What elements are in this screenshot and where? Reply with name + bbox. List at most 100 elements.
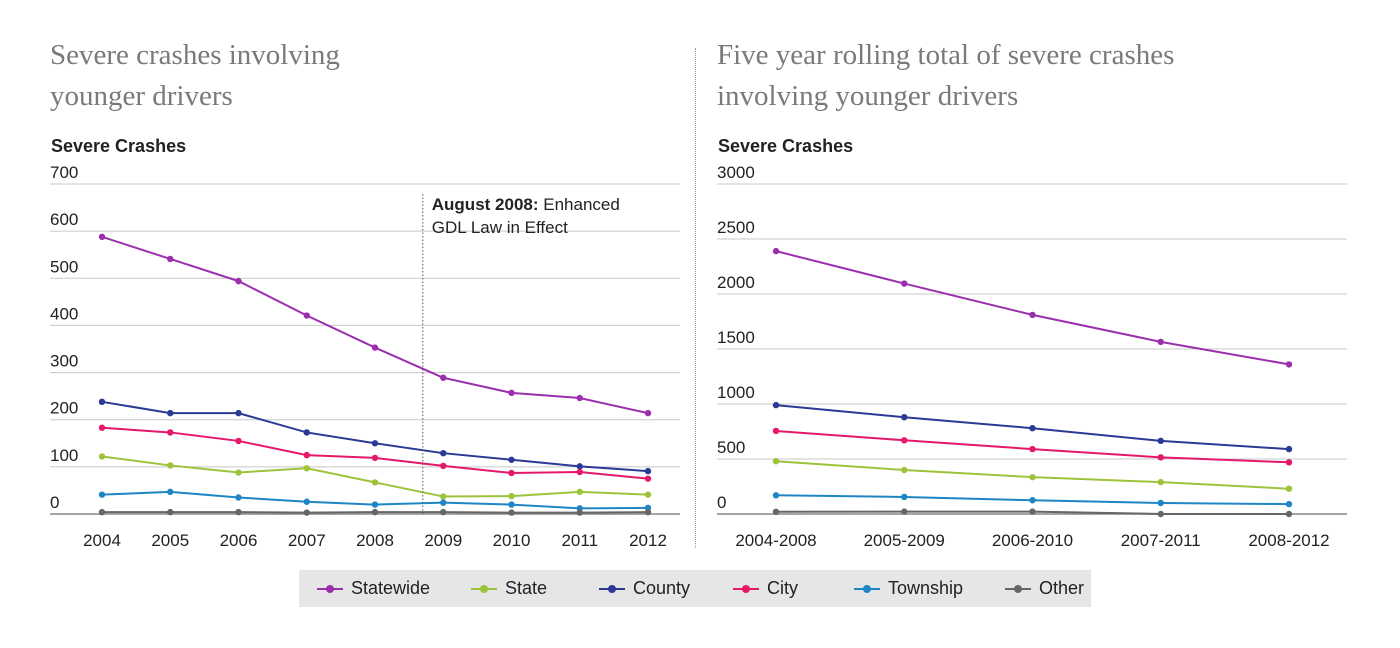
left-point-state-2006 <box>235 469 242 476</box>
left-point-city-2004 <box>98 424 106 431</box>
right-point-other-2008-2012 <box>1285 510 1293 518</box>
right-point-city-2004-2008 <box>772 427 780 435</box>
left-x-tick-2005: 2005 <box>151 531 189 550</box>
left-y-tick-400: 400 <box>50 304 78 323</box>
legend-item-statewide: Statewide <box>317 578 430 599</box>
left-x-tick-2012: 2012 <box>629 531 667 550</box>
left-point-statewide-2009 <box>440 374 447 381</box>
left-point-county-2010 <box>508 456 515 463</box>
annotation-text-line-1: August 2008: Enhanced <box>432 195 620 214</box>
right-point-state-2008-2012 <box>1285 485 1293 492</box>
right-point-township-2008-2012 <box>1285 500 1293 508</box>
left-y-tick-500: 500 <box>50 257 78 276</box>
right-point-county-2007-2011 <box>1157 437 1164 445</box>
legend-label: City <box>767 578 798 598</box>
legend-line-dot-icon <box>1005 584 1031 594</box>
legend-item-city: City <box>733 578 798 599</box>
legend-label: Other <box>1039 578 1085 598</box>
chart-divider <box>695 48 696 548</box>
right-point-statewide-2007-2011 <box>1157 338 1164 346</box>
right-x-tick-2004-2008: 2004-2008 <box>735 531 816 550</box>
legend-item-township: Township <box>854 578 963 599</box>
left-point-state-2005 <box>167 462 174 469</box>
right-point-state-2005-2009 <box>901 466 908 474</box>
left-chart-title: Severe crashes involving younger drivers <box>50 35 340 117</box>
right-title-line-1: Five year rolling total of severe crashe… <box>717 39 1175 71</box>
legend-label: State <box>505 578 548 598</box>
left-point-county-2007 <box>303 429 310 436</box>
annotation-bold-date: August 2008: <box>432 195 539 214</box>
legend-line-dot-icon <box>599 584 625 594</box>
left-point-city-2008 <box>371 454 379 462</box>
right-y-tick-500: 500 <box>717 438 745 457</box>
right-point-other-2006-2010 <box>1029 508 1036 515</box>
left-y-tick-300: 300 <box>50 352 78 371</box>
right-point-statewide-2005-2009 <box>901 280 908 287</box>
left-point-county-2012 <box>644 467 652 475</box>
left-point-other-2006 <box>235 508 242 516</box>
right-point-city-2007-2011 <box>1157 454 1164 461</box>
right-point-state-2004-2008 <box>772 458 780 465</box>
left-point-county-2008 <box>371 440 379 447</box>
right-point-other-2007-2011 <box>1157 510 1164 518</box>
annotation-text-line-2: GDL Law in Effect <box>432 218 568 237</box>
left-x-tick-2009: 2009 <box>424 531 462 550</box>
left-point-other-2010 <box>508 509 515 516</box>
left-point-city-2009 <box>440 462 447 470</box>
right-x-tick-2008-2012: 2008-2012 <box>1248 531 1329 550</box>
left-point-statewide-2008 <box>371 344 379 351</box>
left-point-statewide-2006 <box>235 277 242 285</box>
left-point-other-2008 <box>371 508 379 516</box>
left-x-tick-2010: 2010 <box>493 531 531 550</box>
left-line-chart: 0 100 200 300 400 500 600 700 2004 2005 2006 2007 20… <box>50 163 680 550</box>
right-point-county-2005-2009 <box>901 414 908 421</box>
legend-line-dot-icon <box>471 584 497 594</box>
left-y-tick-0: 0 <box>50 493 59 512</box>
right-y-tick-0: 0 <box>717 493 726 512</box>
left-title-line-2: younger drivers <box>50 80 233 112</box>
left-point-county-2011 <box>576 463 583 470</box>
left-point-other-2007 <box>303 509 310 516</box>
annotation-text-rest: Enhanced <box>539 195 620 214</box>
left-x-tick-2006: 2006 <box>220 531 258 550</box>
left-y-tick-700: 700 <box>50 163 78 182</box>
legend-line-dot-icon <box>854 584 880 594</box>
right-point-county-2004-2008 <box>772 401 780 409</box>
legend-item-county: County <box>599 578 690 599</box>
left-point-statewide-2007 <box>303 312 310 319</box>
left-point-statewide-2012 <box>644 409 652 417</box>
left-point-county-2009 <box>440 449 447 457</box>
left-point-statewide-2011 <box>576 394 583 402</box>
right-point-township-2006-2010 <box>1029 497 1036 504</box>
right-y-tick-1500: 1500 <box>717 328 755 347</box>
left-point-other-2005 <box>167 508 174 516</box>
right-y-tick-2000: 2000 <box>717 273 755 292</box>
left-point-state-2012 <box>644 491 652 498</box>
left-point-statewide-2005 <box>167 255 174 263</box>
left-point-township-2004 <box>98 491 106 498</box>
left-point-township-2006 <box>235 494 242 501</box>
left-point-state-2010 <box>508 492 515 500</box>
left-point-city-2011 <box>576 468 583 476</box>
left-point-county-2005 <box>167 409 174 417</box>
left-point-city-2005 <box>167 429 174 436</box>
left-point-township-2010 <box>508 501 515 508</box>
right-point-county-2008-2012 <box>1285 445 1293 453</box>
right-x-tick-2005-2009: 2005-2009 <box>864 531 945 550</box>
left-point-city-2012 <box>644 475 652 482</box>
left-point-state-2004 <box>98 453 106 460</box>
left-point-state-2009 <box>440 493 447 500</box>
right-x-tick-2007-2011: 2007-2011 <box>1121 531 1201 550</box>
right-chart-title: Five year rolling total of severe crashe… <box>717 35 1174 117</box>
left-x-tick-2007: 2007 <box>288 531 326 550</box>
left-point-city-2007 <box>303 451 310 459</box>
left-y-axis-label: Severe Crashes <box>51 136 187 156</box>
legend-item-other: Other <box>1005 578 1084 599</box>
right-point-city-2008-2012 <box>1285 459 1293 466</box>
left-point-other-2012 <box>644 508 652 516</box>
right-point-city-2005-2009 <box>901 437 908 444</box>
right-point-township-2005-2009 <box>901 493 908 501</box>
right-y-tick-3000: 3000 <box>717 163 755 182</box>
right-title-line-2: involving younger drivers <box>717 80 1019 112</box>
left-point-other-2011 <box>576 509 583 516</box>
